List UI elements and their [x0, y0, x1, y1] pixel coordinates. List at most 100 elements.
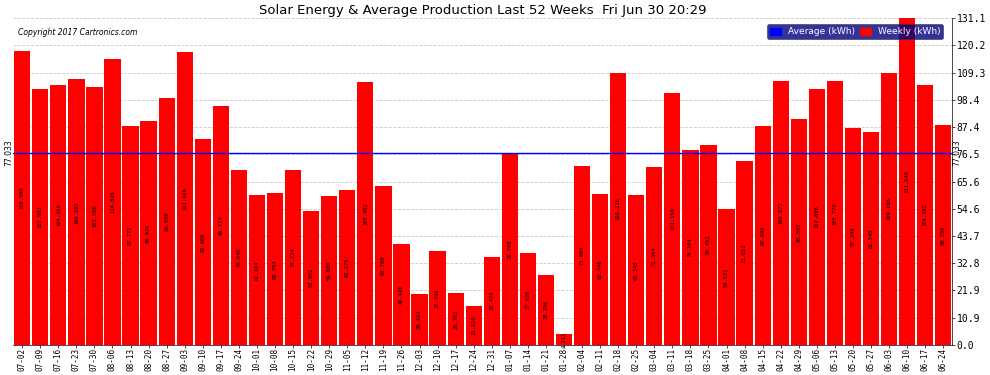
Bar	[123, 126, 139, 345]
Text: 60.348: 60.348	[634, 260, 639, 279]
Text: 80.452: 80.452	[706, 235, 711, 255]
Bar	[267, 194, 283, 345]
Bar	[737, 162, 752, 345]
Text: 102.902: 102.902	[38, 206, 43, 228]
Bar	[809, 89, 825, 345]
Legend: Average (kWh), Weekly (kWh): Average (kWh), Weekly (kWh)	[767, 24, 943, 39]
Text: 28.256: 28.256	[544, 300, 548, 320]
Bar	[32, 88, 49, 345]
Text: 63.788: 63.788	[381, 256, 386, 275]
Bar	[158, 98, 175, 345]
Text: 87.248: 87.248	[850, 226, 855, 246]
Bar	[231, 171, 248, 345]
Text: 118.098: 118.098	[20, 186, 25, 209]
Text: 109.236: 109.236	[616, 198, 621, 220]
Bar	[393, 244, 410, 345]
Text: 87.772: 87.772	[128, 226, 133, 245]
Bar	[664, 93, 680, 345]
Text: 4.312: 4.312	[561, 332, 566, 348]
Bar	[574, 166, 590, 345]
Text: 53.952: 53.952	[309, 268, 314, 288]
Text: 60.164: 60.164	[254, 260, 259, 280]
Bar	[285, 170, 301, 345]
Bar	[447, 293, 463, 345]
Bar	[754, 126, 771, 345]
Bar	[14, 51, 31, 345]
Bar	[538, 274, 554, 345]
Text: 87.692: 87.692	[760, 226, 765, 246]
Text: 82.606: 82.606	[200, 232, 205, 252]
Bar	[195, 139, 211, 345]
Text: 15.810: 15.810	[471, 315, 476, 335]
Bar	[375, 186, 391, 345]
Text: 102.696: 102.696	[815, 206, 820, 228]
Bar	[68, 80, 84, 345]
Bar	[646, 167, 662, 345]
Text: 105.776: 105.776	[833, 202, 838, 225]
Text: 104.456: 104.456	[55, 204, 60, 226]
Bar	[340, 190, 355, 345]
Title: Solar Energy & Average Production Last 52 Weeks  Fri Jun 30 20:29: Solar Energy & Average Production Last 5…	[259, 4, 707, 17]
Text: 117.426: 117.426	[182, 187, 187, 210]
Text: 103.506: 103.506	[92, 205, 97, 227]
Bar	[86, 87, 103, 345]
Text: 37.796: 37.796	[435, 288, 441, 308]
Bar	[917, 85, 934, 345]
Bar	[465, 306, 482, 345]
Text: 54.532: 54.532	[724, 267, 729, 287]
Text: 59.680: 59.680	[327, 261, 332, 280]
Text: 76.708: 76.708	[507, 240, 512, 259]
Text: 104.392: 104.392	[923, 204, 928, 226]
Text: 20.702: 20.702	[453, 309, 458, 329]
Bar	[213, 106, 229, 345]
Bar	[863, 132, 879, 345]
Text: 88.256: 88.256	[940, 225, 945, 245]
Text: 20.424: 20.424	[417, 310, 422, 329]
Bar	[555, 334, 572, 345]
Text: 70.224: 70.224	[291, 248, 296, 267]
Bar	[772, 81, 789, 345]
Bar	[610, 73, 627, 345]
Text: 71.660: 71.660	[579, 246, 584, 266]
Text: 101.150: 101.150	[670, 208, 675, 230]
Bar	[248, 195, 265, 345]
Text: 37.026: 37.026	[526, 289, 531, 309]
Bar	[141, 121, 156, 345]
Text: 114.816: 114.816	[110, 190, 115, 213]
Text: 60.446: 60.446	[598, 260, 603, 279]
Bar	[484, 256, 500, 345]
Bar	[592, 194, 608, 345]
Text: 71.364: 71.364	[651, 246, 656, 266]
Bar	[700, 144, 717, 345]
Text: 78.164: 78.164	[688, 238, 693, 257]
Text: 40.426: 40.426	[399, 285, 404, 304]
Bar	[844, 128, 861, 345]
Text: 105.402: 105.402	[363, 202, 368, 225]
Text: 90.592: 90.592	[796, 222, 801, 242]
Text: 109.196: 109.196	[887, 198, 892, 220]
Bar	[628, 195, 644, 345]
Bar	[719, 209, 735, 345]
Text: 62.270: 62.270	[345, 258, 349, 277]
Text: 73.652: 73.652	[742, 243, 747, 263]
Bar	[357, 82, 373, 345]
Text: 106.072: 106.072	[778, 201, 783, 224]
Text: 99.036: 99.036	[164, 212, 169, 231]
Bar	[520, 253, 536, 345]
Text: 85.548: 85.548	[868, 229, 873, 248]
Bar	[682, 150, 699, 345]
Text: Copyright 2017 Cartronics.com: Copyright 2017 Cartronics.com	[18, 28, 138, 37]
Bar	[502, 154, 518, 345]
Bar	[430, 251, 446, 345]
Text: 70.040: 70.040	[237, 248, 242, 267]
Bar	[791, 119, 807, 345]
Bar	[303, 210, 320, 345]
Text: 77.033: 77.033	[952, 140, 961, 166]
Bar	[104, 59, 121, 345]
Text: 106.592: 106.592	[74, 201, 79, 223]
Bar	[50, 85, 66, 345]
Bar	[321, 196, 338, 345]
Text: 60.794: 60.794	[272, 260, 277, 279]
Text: 77.033: 77.033	[4, 140, 13, 166]
Bar	[881, 73, 897, 345]
